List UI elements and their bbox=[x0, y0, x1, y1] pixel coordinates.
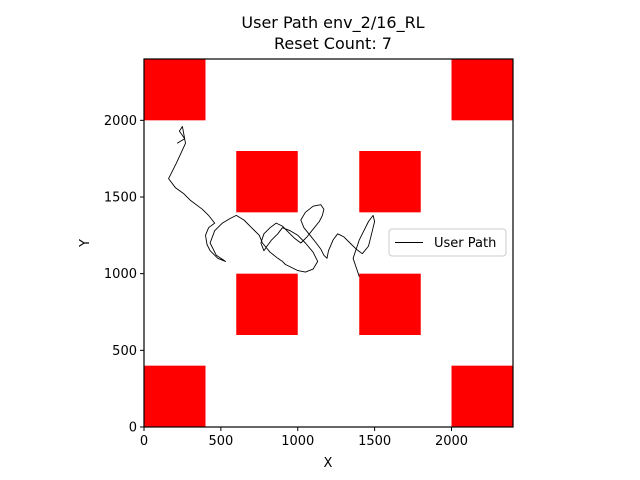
y-axis-label: Y bbox=[78, 239, 93, 248]
legend-label-user-path: User Path bbox=[434, 236, 496, 251]
obstacle-4 bbox=[359, 151, 421, 213]
obstacle-8 bbox=[451, 365, 513, 427]
obstacle-5 bbox=[236, 273, 298, 335]
y-tick-label: 500 bbox=[112, 344, 137, 359]
y-tick-label: 1500 bbox=[104, 191, 137, 206]
series-line-user-path bbox=[168, 126, 376, 277]
x-tick-label: 500 bbox=[208, 434, 233, 449]
x-axis-label: X bbox=[324, 456, 333, 471]
y-tick-label: 1000 bbox=[104, 267, 137, 282]
obstacle-7 bbox=[144, 365, 206, 427]
obstacle-2 bbox=[451, 59, 513, 121]
y-tick-label: 0 bbox=[129, 421, 137, 436]
plot-border bbox=[143, 58, 514, 428]
x-tick-label: 2000 bbox=[435, 434, 468, 449]
legend-box bbox=[388, 228, 507, 257]
obstacle-3 bbox=[236, 151, 298, 213]
x-tick-label: 0 bbox=[140, 434, 148, 449]
chart-title: User Path env_2/16_RL bbox=[241, 13, 424, 33]
plot-frame bbox=[143, 58, 514, 428]
obstacles-layer bbox=[144, 59, 513, 427]
x-tick-label: 1500 bbox=[358, 434, 391, 449]
obstacle-6 bbox=[359, 273, 421, 335]
y-axis: 0 500 1000 1500 2000 bbox=[104, 114, 144, 436]
x-tick-label: 1000 bbox=[281, 434, 314, 449]
path-layer bbox=[168, 126, 376, 277]
legend: User Path bbox=[388, 228, 507, 257]
y-tick-label: 2000 bbox=[104, 114, 137, 129]
obstacle-1 bbox=[144, 59, 206, 121]
chart-subtitle: Reset Count: 7 bbox=[274, 34, 392, 53]
x-axis: 0 500 1000 1500 2000 bbox=[140, 427, 468, 449]
chart-title-group: User Path env_2/16_RL Reset Count: 7 bbox=[241, 13, 424, 53]
